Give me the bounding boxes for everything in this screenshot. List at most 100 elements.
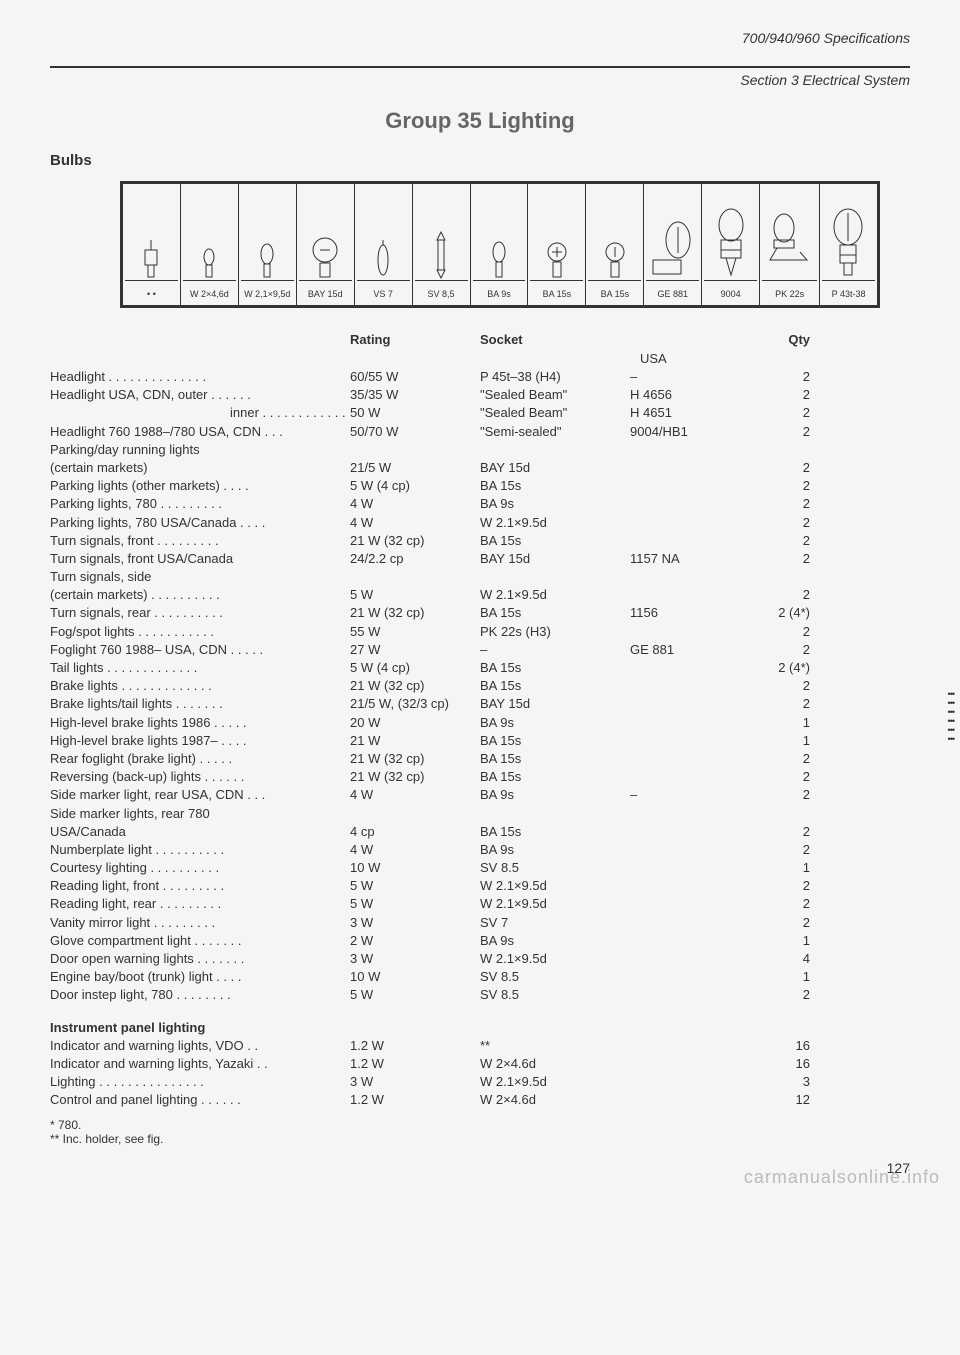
spec-rating: 2 W [350, 932, 480, 950]
spec-rating: 21/5 W, (32/3 cp) [350, 695, 480, 713]
spec-socket [480, 441, 630, 459]
spec-rating: 1.2 W [350, 1091, 480, 1109]
spec-rating: 21 W (32 cp) [350, 532, 480, 550]
binding-marks: •••••••••••••••••• [948, 690, 954, 744]
spec-name: Side marker lights, rear 780 [50, 805, 350, 823]
spec-usa [630, 968, 740, 986]
spec-row: Courtesy lighting . . . . . . . . . . 10… [50, 859, 910, 877]
spec-usa [630, 532, 740, 550]
spec-qty [740, 441, 810, 459]
spec-qty [740, 805, 810, 823]
spec-rating [350, 805, 480, 823]
spec-row: Indicator and warning lights, VDO . . 1.… [50, 1037, 910, 1055]
bulb-icon [299, 190, 352, 280]
spec-name: Headlight USA, CDN, outer . . . . . . [50, 386, 350, 404]
spec-socket: P 45t–38 (H4) [480, 368, 630, 386]
spec-row: Lighting . . . . . . . . . . . . . . . 3… [50, 1073, 910, 1091]
spec-socket: PK 22s (H3) [480, 623, 630, 641]
bulb-cell: GE 881 [644, 184, 702, 305]
spec-rating: 60/55 W [350, 368, 480, 386]
spec-socket: BA 15s [480, 532, 630, 550]
spec-usa [630, 914, 740, 932]
spec-usa [630, 932, 740, 950]
spec-name: Numberplate light . . . . . . . . . . [50, 841, 350, 859]
spec-socket: BA 15s [480, 732, 630, 750]
spec-rating: 21 W [350, 732, 480, 750]
spec-usa [630, 805, 740, 823]
spec-rating: 50 W [350, 404, 480, 422]
spec-socket: ** [480, 1037, 630, 1055]
spec-rating: 5 W [350, 986, 480, 1004]
spec-name: (certain markets) . . . . . . . . . . [50, 586, 350, 604]
spec-name: Vanity mirror light . . . . . . . . . [50, 914, 350, 932]
spec-socket: W 2.1×9.5d [480, 586, 630, 604]
bulb-label: P 43t-38 [832, 289, 866, 299]
spec-qty [740, 568, 810, 586]
spec-socket: BA 9s [480, 786, 630, 804]
spec-usa: 9004/HB1 [630, 423, 740, 441]
column-headers: Rating Socket Qty [50, 332, 910, 347]
spec-rating: 3 W [350, 950, 480, 968]
spec-row: Vanity mirror light . . . . . . . . . 3 … [50, 914, 910, 932]
spec-socket: W 2.1×9.5d [480, 877, 630, 895]
spec-qty: 2 [740, 404, 810, 422]
spec-name: Rear foglight (brake light) . . . . . [50, 750, 350, 768]
spec-socket: "Semi-sealed" [480, 423, 630, 441]
spec-name: Headlight 760 1988–/780 USA, CDN . . . [50, 423, 350, 441]
footnote: ** Inc. holder, see fig. [50, 1132, 910, 1146]
spec-name: Courtesy lighting . . . . . . . . . . [50, 859, 350, 877]
spec-socket: BA 15s [480, 604, 630, 622]
bulb-icon [241, 190, 294, 280]
spec-usa [630, 623, 740, 641]
bulb-label: W 2,1×9,5d [244, 289, 290, 299]
spec-usa: – [630, 786, 740, 804]
spec-row: Engine bay/boot (trunk) light . . . . 10… [50, 968, 910, 986]
bulb-label: SV 8,5 [428, 289, 455, 299]
spec-row: Parking/day running lights [50, 441, 910, 459]
spec-name: Brake lights . . . . . . . . . . . . . [50, 677, 350, 695]
spec-row: Reading light, front . . . . . . . . . 5… [50, 877, 910, 895]
bulb-label: • • [147, 289, 156, 299]
spec-row: USA/Canada4 cpBA 15s2 [50, 823, 910, 841]
spec-name: Turn signals, rear . . . . . . . . . . [50, 604, 350, 622]
spec-socket [480, 568, 630, 586]
spec-rating [350, 441, 480, 459]
spec-usa [630, 841, 740, 859]
bulb-label: BA 15s [543, 289, 572, 299]
bulb-label: GE 881 [657, 289, 688, 299]
spec-name: Reading light, front . . . . . . . . . [50, 877, 350, 895]
spec-name: Glove compartment light . . . . . . . [50, 932, 350, 950]
spec-row: Indicator and warning lights, Yazaki . .… [50, 1055, 910, 1073]
col-socket: Socket [480, 332, 630, 347]
spec-name: Tail lights . . . . . . . . . . . . . [50, 659, 350, 677]
spec-qty: 2 (4*) [740, 659, 810, 677]
spec-rating: 5 W [350, 895, 480, 913]
spec-row: Fog/spot lights . . . . . . . . . . . 55… [50, 623, 910, 641]
spec-rating: 21 W (32 cp) [350, 677, 480, 695]
spec-socket: W 2.1×9.5d [480, 950, 630, 968]
spec-name: Parking lights (other markets) . . . . [50, 477, 350, 495]
spec-usa [630, 950, 740, 968]
spec-socket: "Sealed Beam" [480, 386, 630, 404]
spec-qty: 2 [740, 641, 810, 659]
bulb-cell: W 2,1×9,5d [239, 184, 297, 305]
spec-row: Turn signals, front USA/Canada24/2.2 cpB… [50, 550, 910, 568]
spec-name: Turn signals, front USA/Canada [50, 550, 350, 568]
spec-usa [630, 695, 740, 713]
col-qty: Qty [740, 332, 810, 347]
section-header: Section 3 Electrical System [50, 72, 910, 88]
spec-qty: 2 [740, 532, 810, 550]
spec-rating: 5 W [350, 586, 480, 604]
spec-usa [630, 1091, 740, 1109]
bulb-cell: 9004 [702, 184, 760, 305]
spec-name: Parking/day running lights [50, 441, 350, 459]
spec-rating: 50/70 W [350, 423, 480, 441]
spec-header: 700/940/960 Specifications [50, 30, 910, 46]
bulb-icon [762, 190, 817, 280]
spec-usa: H 4656 [630, 386, 740, 404]
spec-qty: 2 [740, 368, 810, 386]
spec-rating: 21 W (32 cp) [350, 604, 480, 622]
spec-usa: 1157 NA [630, 550, 740, 568]
spec-qty: 16 [740, 1055, 810, 1073]
spec-rating: 5 W (4 cp) [350, 477, 480, 495]
